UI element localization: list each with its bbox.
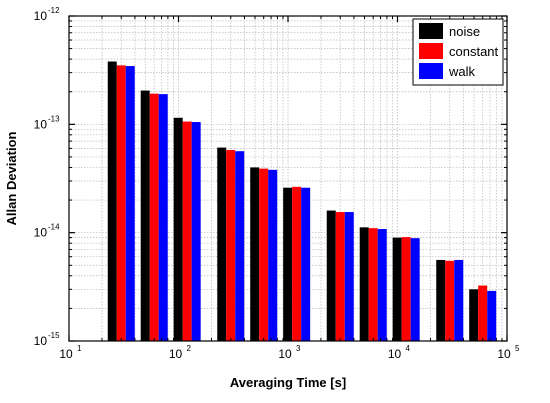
- y-axis-title: Allan Deviation: [4, 131, 19, 225]
- legend-label: noise: [449, 24, 480, 39]
- y-tick-label: 10: [34, 226, 48, 240]
- bar-noise: [469, 289, 479, 341]
- y-tick-label: 10: [34, 334, 48, 348]
- y-tick-exponent: -15: [48, 331, 60, 340]
- legend-swatch-constant: [419, 43, 443, 59]
- x-tick-exponent: 4: [406, 344, 411, 353]
- bar-constant: [116, 65, 126, 341]
- bar-walk: [377, 229, 387, 341]
- bar-walk: [125, 66, 135, 342]
- bar-noise: [107, 61, 117, 342]
- bar-noise: [283, 187, 293, 341]
- legend-label: walk: [448, 64, 476, 79]
- bar-constant: [292, 186, 302, 341]
- bar-constant: [401, 237, 411, 341]
- legend-label: constant: [449, 44, 499, 59]
- plot-frame: [68, 15, 508, 342]
- y-tick-label: 10: [34, 9, 48, 23]
- legend: noise constant walk: [412, 18, 504, 86]
- x-tick-exponent: 3: [296, 344, 301, 353]
- bar-walk: [410, 238, 420, 341]
- bar-noise: [326, 210, 336, 341]
- bar-noise: [250, 167, 260, 341]
- bar-constant: [478, 285, 488, 341]
- bar-walk: [158, 94, 168, 341]
- bar-constant: [335, 212, 345, 341]
- x-tick-label: 10: [169, 347, 183, 361]
- x-tick-label: 10: [278, 347, 292, 361]
- bar-noise: [217, 147, 227, 341]
- bar-constant: [182, 121, 192, 342]
- x-axis-title: Averaging Time [s]: [230, 375, 346, 390]
- y-tick-exponent: -14: [48, 223, 60, 232]
- legend-swatch-walk: [419, 63, 443, 79]
- bar-walk: [487, 290, 497, 341]
- bar-walk: [454, 259, 464, 341]
- bar-walk: [191, 122, 201, 341]
- bar-walk: [301, 187, 311, 341]
- x-tick-exponent: 2: [187, 344, 192, 353]
- bar-constant: [445, 260, 455, 341]
- y-tick-label: 10: [34, 117, 48, 131]
- bar-noise: [436, 259, 446, 341]
- bar-noise: [140, 90, 150, 341]
- y-tick-exponent: -12: [48, 6, 60, 15]
- bar-walk: [268, 169, 278, 341]
- x-tick-exponent: 1: [77, 344, 82, 353]
- bar-constant: [368, 228, 378, 341]
- x-tick-label: 10: [59, 347, 73, 361]
- bar-walk: [235, 151, 245, 341]
- bar-constant: [259, 168, 269, 341]
- bar-noise: [392, 237, 402, 341]
- bar-noise: [173, 117, 183, 341]
- x-tick-label: 10: [388, 347, 402, 361]
- x-tick-label: 10: [497, 347, 511, 361]
- bar-constant: [149, 93, 159, 341]
- legend-swatch-noise: [419, 23, 443, 39]
- bar-noise: [359, 227, 369, 341]
- bar-constant: [226, 149, 236, 341]
- bars: [107, 61, 497, 342]
- bar-walk: [344, 212, 354, 341]
- y-tick-exponent: -13: [48, 114, 60, 123]
- x-tick-exponent: 5: [515, 344, 520, 353]
